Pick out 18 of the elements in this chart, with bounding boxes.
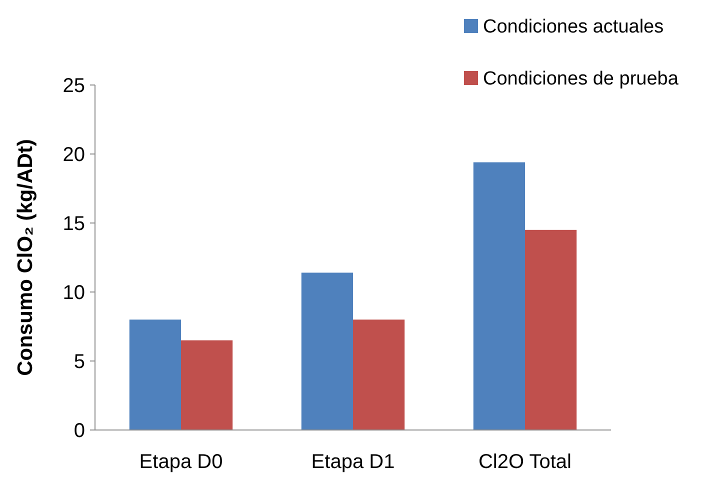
bar — [129, 320, 181, 430]
y-axis-title: Consumo ClO₂ (kg/ADt) — [14, 139, 37, 376]
x-tick-label: Cl2O Total — [478, 451, 572, 473]
bar — [353, 320, 405, 430]
y-tick-label: 15 — [62, 213, 85, 235]
bar — [181, 340, 233, 430]
y-tick-label: 25 — [62, 75, 85, 97]
x-tick-label: Etapa D1 — [311, 451, 395, 473]
y-tick-label: 0 — [74, 420, 85, 442]
y-tick-label: 10 — [62, 282, 85, 304]
bar — [525, 230, 577, 430]
bar — [301, 272, 353, 430]
bar — [473, 162, 525, 430]
y-tick-label: 5 — [74, 351, 85, 373]
x-tick-label: Etapa D0 — [139, 451, 223, 473]
legend-label: Condiciones de prueba — [483, 68, 679, 90]
y-tick-label: 20 — [62, 144, 85, 166]
legend-label: Condiciones actuales — [483, 16, 664, 38]
